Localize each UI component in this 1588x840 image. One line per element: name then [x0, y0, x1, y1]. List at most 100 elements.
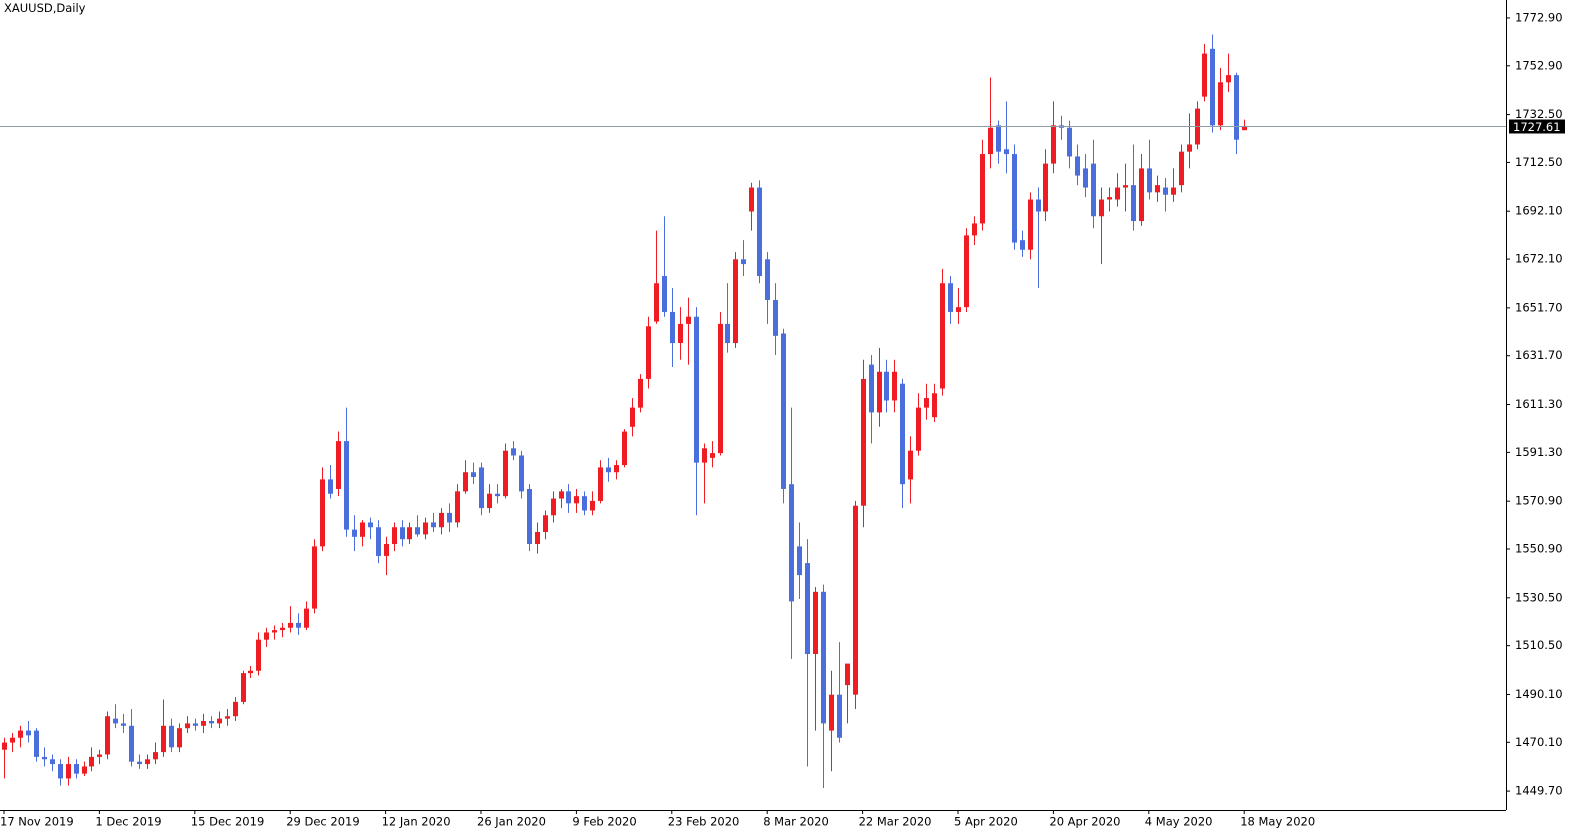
candle-body: [1226, 75, 1231, 83]
candle-body: [1179, 151, 1184, 186]
candle-body: [1043, 163, 1048, 212]
candle-body: [447, 512, 452, 523]
candle-body: [241, 673, 246, 702]
candle-body: [877, 371, 882, 413]
candle-body: [137, 761, 142, 765]
x-tick-label: 20 Apr 2020: [1049, 815, 1120, 829]
candle-body: [861, 378, 866, 506]
y-tick-label: 1490.10: [1515, 687, 1563, 701]
candle-body: [74, 764, 79, 774]
candle-body: [1107, 197, 1112, 200]
candle-body: [551, 498, 556, 516]
candle-body: [121, 723, 126, 726]
price-label: 1727.61: [1513, 120, 1561, 134]
candle-body: [161, 725, 166, 753]
x-tick-label: 22 Mar 2020: [859, 815, 932, 829]
candle-body: [384, 543, 389, 556]
candle-body: [1218, 82, 1223, 126]
candle-body: [622, 431, 627, 466]
candle-body: [988, 127, 993, 155]
candle-body: [272, 630, 277, 633]
candle-body: [829, 694, 834, 731]
x-tick-label: 1 Dec 2019: [95, 815, 161, 829]
candle-body: [996, 125, 1001, 152]
candle-body: [185, 723, 190, 729]
candle-body: [781, 333, 786, 489]
candle-body: [1020, 240, 1025, 250]
candle-body: [789, 484, 794, 602]
candle-body: [352, 529, 357, 537]
y-tick-label: 1470.10: [1515, 735, 1563, 749]
candle-body: [956, 307, 961, 312]
y-tick-label: 1752.90: [1515, 58, 1563, 72]
candle-body: [773, 299, 778, 336]
candle-body: [193, 723, 198, 726]
candle-body: [733, 259, 738, 344]
candle-body: [479, 467, 484, 509]
candle-body: [630, 407, 635, 427]
candle-body: [749, 187, 754, 212]
candle-body: [320, 479, 325, 547]
candle-body: [487, 493, 492, 509]
candle-body: [662, 276, 667, 312]
y-tick-label: 1712.50: [1515, 155, 1563, 169]
candle-body: [1202, 53, 1207, 97]
candle-body: [1091, 163, 1096, 217]
candle-body: [646, 326, 651, 379]
candle-body: [1155, 185, 1160, 193]
candle-body: [169, 725, 174, 748]
candle-body: [423, 522, 428, 535]
candle-body: [614, 465, 619, 473]
candle-body: [201, 721, 206, 726]
candle-body: [97, 754, 102, 757]
x-tick-label: 18 May 2020: [1240, 815, 1315, 829]
candle-body: [177, 728, 182, 748]
candle-body: [10, 737, 15, 743]
candle-body: [574, 496, 579, 504]
candle-body: [217, 718, 222, 724]
candle-body: [582, 496, 587, 511]
x-tick-label: 23 Feb 2020: [668, 815, 740, 829]
x-tick-label: 5 Apr 2020: [954, 815, 1018, 829]
candle-body: [598, 467, 603, 501]
candle-body: [725, 323, 730, 344]
candle-body: [1036, 199, 1041, 212]
candle-body: [1171, 187, 1176, 195]
candle-body: [765, 259, 770, 300]
candle-body: [336, 441, 341, 489]
candle-body: [741, 259, 746, 265]
candle-body: [797, 546, 802, 576]
candle-body: [1004, 149, 1009, 155]
candle-body: [368, 522, 373, 528]
candle-body: [503, 450, 508, 497]
candle-body: [431, 522, 436, 528]
candle-body: [58, 764, 63, 779]
candle-body: [638, 378, 643, 408]
candle-body: [1163, 187, 1168, 195]
candle-body: [145, 759, 150, 765]
candle-body: [813, 591, 818, 655]
candle-body: [50, 759, 55, 765]
candle-body: [233, 701, 238, 717]
candle-body: [495, 493, 500, 497]
candle-body: [511, 448, 516, 456]
candle-body: [694, 316, 699, 463]
candle-body: [869, 364, 874, 413]
candle-body: [884, 371, 889, 401]
candle-body: [559, 491, 564, 499]
candle-body: [948, 283, 953, 312]
candle-body: [940, 283, 945, 389]
candle-body: [376, 527, 381, 556]
candle-body: [924, 398, 929, 408]
chart-header: XAUUSD,Daily: [4, 1, 86, 15]
y-tick-label: 1591.30: [1515, 445, 1563, 459]
candle-body: [932, 393, 937, 418]
candle-body: [1147, 168, 1152, 193]
candle-body: [463, 472, 468, 492]
y-tick-label: 1449.70: [1515, 784, 1563, 798]
candle-body: [392, 527, 397, 544]
y-tick-label: 1611.30: [1515, 397, 1563, 411]
candle-body: [1051, 125, 1056, 164]
y-tick-label: 1692.10: [1515, 204, 1563, 218]
candle-body: [42, 756, 47, 760]
